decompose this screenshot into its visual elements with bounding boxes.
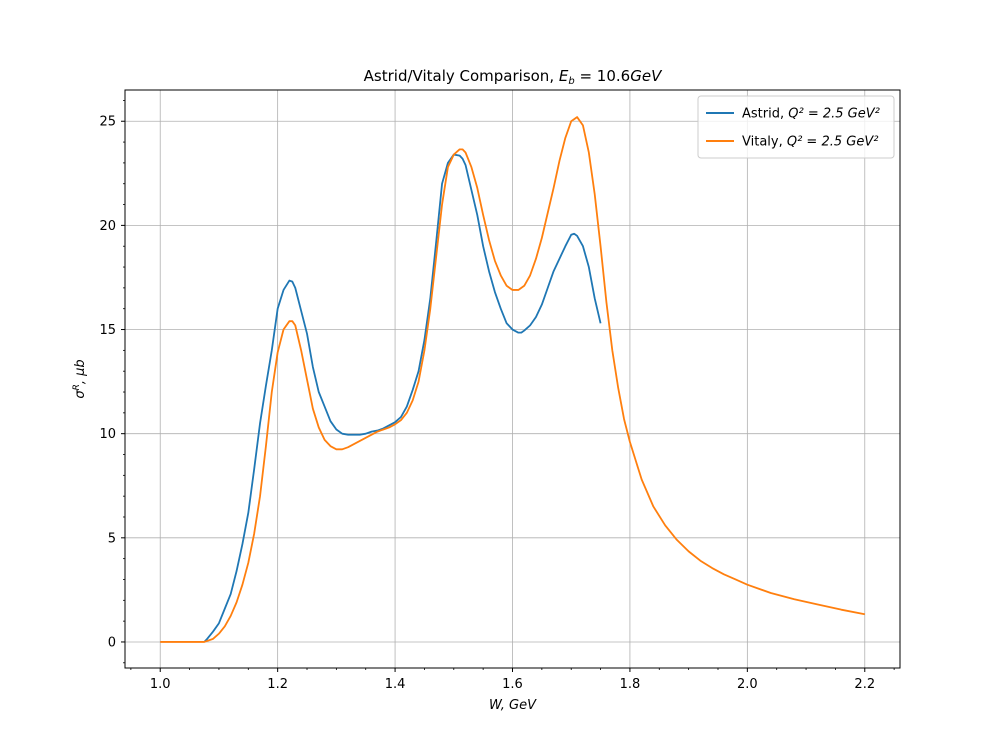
x-tick-label: 1.2: [267, 677, 288, 692]
ylabel-sup: R: [72, 384, 82, 390]
ticks: 1.0 1.2 1.4 1.6 1.8 2.0 2.2 0 5 10 15 20 25: [99, 100, 895, 692]
series-line-vitaly: [160, 116, 865, 643]
ylabel-symbol: σ: [73, 390, 88, 399]
x-tick-label: 1.4: [385, 677, 406, 692]
y-tick-label: 20: [99, 219, 116, 234]
legend-vitaly-prefix: Vitaly,: [742, 135, 787, 150]
x-tick-label: 1.0: [150, 677, 171, 692]
x-tick-label: 2.0: [737, 677, 758, 692]
series-line-astrid: [203, 153, 602, 643]
title-unit: GeV: [630, 67, 663, 85]
x-tick-label: 1.8: [620, 677, 641, 692]
legend-entry-vitaly: Vitaly, Q² = 2.5 GeV²: [742, 135, 878, 150]
x-axis-label: W, GeV: [489, 698, 537, 713]
y-tick-label: 5: [108, 531, 116, 546]
ylabel-rest: , μb: [73, 359, 88, 384]
legend-vitaly-math: Q² = 2.5 GeV²: [787, 135, 879, 150]
y-axis-label: σR, μb: [72, 359, 88, 398]
legend-box: [697, 95, 895, 159]
title-math-rest: = 10.6: [575, 67, 631, 85]
y-tick-label: 10: [99, 427, 116, 442]
x-tick-label: 1.6: [502, 677, 523, 692]
title-math: E: [559, 67, 569, 85]
legend-entry-astrid: Astrid, Q² = 2.5 GeV²: [742, 107, 880, 122]
x-tick-label: 2.2: [854, 677, 875, 692]
y-tick-label: 15: [99, 323, 116, 338]
legend-astrid-prefix: Astrid,: [742, 107, 788, 122]
legend-astrid-math: Q² = 2.5 GeV²: [788, 107, 880, 122]
title-prefix: Astrid/Vitaly Comparison,: [364, 67, 559, 85]
y-tick-label: 0: [108, 635, 116, 650]
y-tick-label: 25: [99, 115, 116, 130]
chart-title: Astrid/Vitaly Comparison, Eb = 10.6GeV: [364, 67, 663, 87]
legend: Astrid, Q² = 2.5 GeV² Vitaly, Q² = 2.5 G…: [697, 95, 895, 159]
title-math-sub: b: [568, 76, 574, 87]
series-layer: [160, 116, 865, 643]
